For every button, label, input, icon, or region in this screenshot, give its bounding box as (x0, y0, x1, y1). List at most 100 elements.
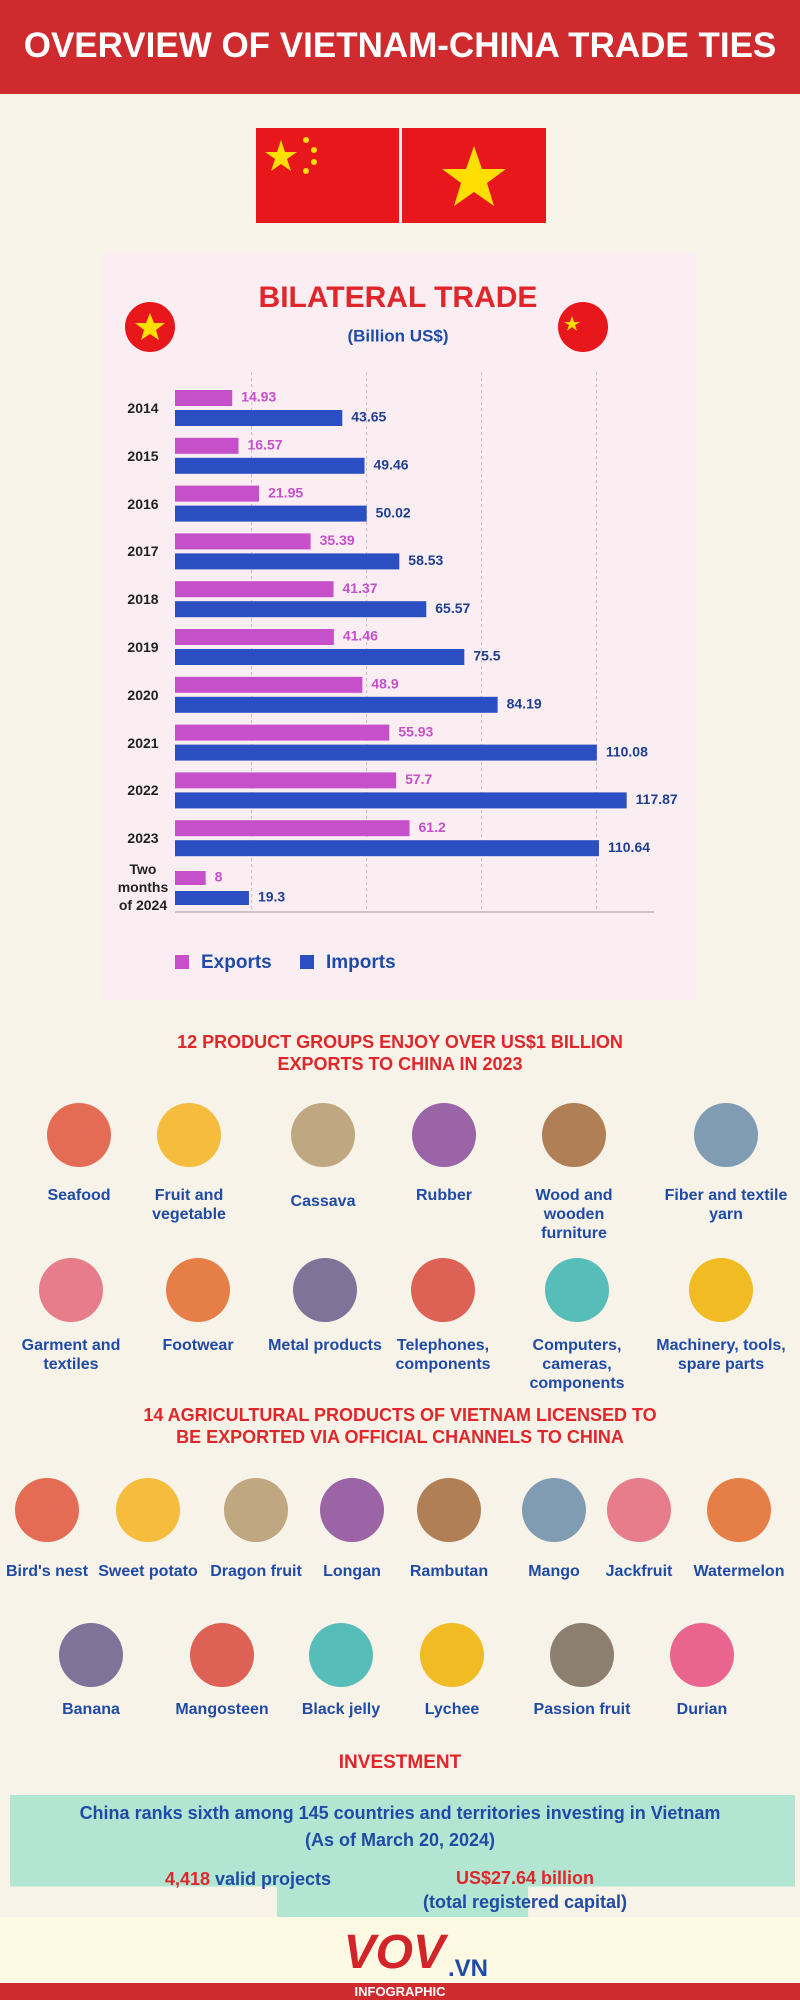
icon (542, 1103, 606, 1167)
value-label: 41.37 (343, 580, 378, 596)
item-label: Rambutan (409, 1563, 489, 1580)
icon (670, 1623, 734, 1687)
item-label: Sweet potato (98, 1563, 198, 1580)
value-label: 41.46 (343, 628, 378, 644)
value-label: 65.57 (435, 600, 470, 616)
item-label: Watermelon (693, 1563, 785, 1580)
bar (175, 649, 465, 665)
bar (175, 772, 397, 789)
value-label: 110.64 (608, 839, 650, 855)
item-label: Garment and textiles (21, 1337, 121, 1373)
category-label: 2015 (127, 447, 159, 464)
value-label: 84.19 (507, 696, 542, 712)
item-label: Mango (528, 1563, 580, 1580)
icon (293, 1258, 357, 1322)
icon (157, 1103, 221, 1167)
item-label: Wood and wooden furniture (535, 1187, 613, 1242)
item-label: Footwear (162, 1337, 234, 1354)
bar (175, 676, 363, 693)
footer-bg (0, 1917, 800, 1983)
icon (412, 1103, 476, 1167)
icon (707, 1478, 771, 1542)
value-label: 16.57 (247, 437, 282, 453)
value-label: 110.08 (606, 743, 648, 759)
category-label: 2022 (127, 782, 159, 799)
icon (607, 1478, 671, 1542)
item-label: Metal products (268, 1337, 382, 1354)
ranking: China ranks sixth among 145 countries an… (79, 1803, 721, 1823)
section-title: INVESTMENT (338, 1752, 462, 1773)
icon (411, 1258, 475, 1322)
tag: INFOGRAPHIC (354, 1984, 446, 1999)
item-label: Cassava (290, 1193, 356, 1210)
icon (420, 1623, 484, 1687)
chart-title: BILATERAL TRADE (259, 281, 538, 314)
item-label: Bird's nest (5, 1563, 89, 1580)
bar (175, 505, 367, 522)
value-label: 117.87 (636, 791, 678, 807)
icon (320, 1478, 384, 1542)
item-label: Computers, cameras, components (529, 1337, 625, 1392)
value-label: 19.3 (258, 889, 285, 905)
category-label: 2017 (127, 543, 159, 560)
icon (417, 1478, 481, 1542)
footer-band (0, 1983, 800, 2000)
capital-note: (total registered capital) (422, 1892, 628, 1912)
bar (175, 485, 260, 502)
chart: BILATERAL TRADE (Billion US$) 14.93 43.65… (125, 281, 678, 973)
value-label: 50.02 (376, 504, 411, 520)
item-label: Black jelly (301, 1701, 381, 1718)
capital: US$27.64 billion (455, 1868, 595, 1888)
bar (175, 437, 239, 454)
section-title: BE EXPORTED VIA OFFICIAL CHANNELS TO CHI… (176, 1427, 624, 1447)
projects-text: valid projects (215, 1869, 332, 1889)
item-label: Longan (323, 1563, 381, 1580)
item-label: Durian (676, 1701, 728, 1718)
value-label: 57.7 (405, 771, 432, 787)
item-label: Banana (62, 1701, 120, 1718)
category-label: 2018 (127, 591, 159, 608)
page-title: OVERVIEW OF VIETNAM-CHINA TRADE TIES (23, 26, 777, 65)
value-label: 61.2 (419, 819, 446, 835)
section-title: EXPORTS TO CHINA IN 2023 (277, 1054, 523, 1074)
value-label: 14.93 (241, 389, 276, 405)
bar (175, 390, 233, 406)
category-label: 2023 (127, 830, 159, 847)
bar (175, 696, 498, 713)
icon (309, 1623, 373, 1687)
section-title: 14 AGRICULTURAL PRODUCTS OF VIETNAM LICE… (143, 1405, 657, 1425)
section-title: 12 PRODUCT GROUPS ENJOY OVER US$1 BILLIO… (177, 1032, 623, 1052)
icon (116, 1478, 180, 1542)
category-label: 2021 (127, 734, 159, 751)
chart-subtitle: (Billion US$) (347, 326, 448, 345)
item-label: Jackfruit (605, 1563, 673, 1580)
bar (175, 629, 334, 645)
bar (175, 457, 365, 474)
item-label: Seafood (47, 1187, 111, 1204)
bar (175, 724, 390, 741)
value-label: 21.95 (268, 484, 303, 500)
icon (694, 1103, 758, 1167)
value-label: 75.5 (473, 648, 500, 664)
bar (175, 581, 334, 598)
bar (175, 871, 206, 885)
category-label: 2019 (127, 639, 159, 655)
icon (689, 1258, 753, 1322)
icon (15, 1478, 79, 1542)
icon (291, 1103, 355, 1167)
item-label: Dragon fruit (210, 1563, 302, 1580)
icon (224, 1478, 288, 1542)
flags (256, 128, 546, 223)
bar (175, 533, 311, 550)
bar (175, 410, 343, 426)
bar (175, 744, 597, 761)
legend-label: Imports (326, 952, 396, 973)
item-label: Machinery, tools, spare parts (656, 1337, 786, 1373)
item-label: Fruit and vegetable (152, 1187, 226, 1223)
icon (550, 1623, 614, 1687)
legend-swatch (300, 955, 314, 969)
value-label: 35.39 (320, 532, 355, 548)
value-label: 48.9 (371, 676, 398, 692)
item-label: Telephones, components (395, 1337, 491, 1373)
